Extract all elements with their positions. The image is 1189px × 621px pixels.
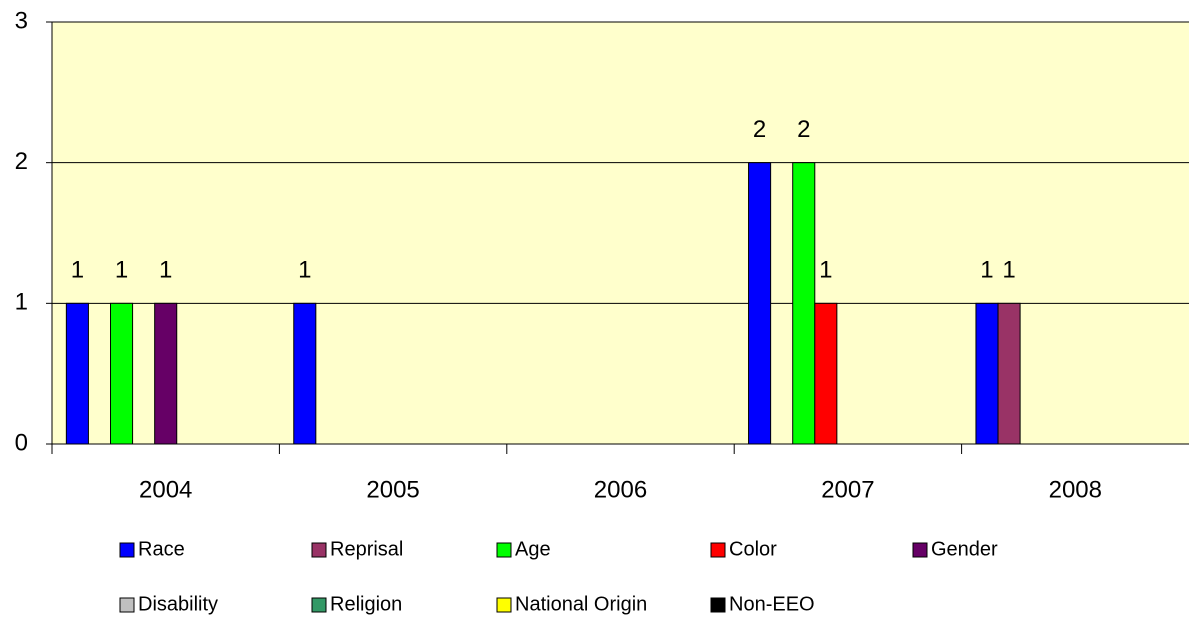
- bar: [65, 302, 89, 445]
- y-tick-label: 1: [15, 289, 28, 316]
- data-label: 1: [298, 257, 311, 284]
- data-label: 1: [980, 257, 993, 284]
- bar: [975, 302, 999, 445]
- legend-swatch: [119, 597, 135, 613]
- legend-label: Disability: [138, 593, 218, 615]
- bar: [110, 302, 134, 445]
- legend-swatch: [311, 597, 327, 613]
- legend-label: Gender: [931, 538, 998, 560]
- data-label: 1: [159, 257, 172, 284]
- legend-label: National Origin: [515, 593, 647, 615]
- legend-swatch: [119, 542, 135, 558]
- y-tick-label: 2: [15, 148, 28, 175]
- data-label: 1: [71, 257, 84, 284]
- y-tick-label: 0: [15, 429, 28, 456]
- data-label: 1: [1002, 257, 1015, 284]
- bar: [293, 302, 317, 445]
- legend-label: Religion: [330, 593, 402, 615]
- legend-label: Race: [138, 538, 185, 560]
- x-tick-label: 2007: [821, 476, 874, 503]
- bar: [748, 162, 772, 445]
- data-label: 1: [115, 257, 128, 284]
- bar: [792, 162, 816, 445]
- legend-label: Age: [515, 538, 551, 560]
- legend-label: Reprisal: [330, 538, 403, 560]
- legend-swatch: [710, 542, 726, 558]
- legend-swatch: [710, 597, 726, 613]
- legend-swatch: [311, 542, 327, 558]
- legend-label: Color: [729, 538, 777, 560]
- x-tick-label: 2008: [1049, 476, 1102, 503]
- legend-swatch: [912, 542, 928, 558]
- bar: [154, 302, 178, 445]
- bar: [997, 302, 1021, 445]
- x-tick-label: 2005: [366, 476, 419, 503]
- legend-swatch: [496, 597, 512, 613]
- x-tick-label: 2006: [594, 476, 647, 503]
- bar: [814, 302, 838, 445]
- legend-swatch: [496, 542, 512, 558]
- data-label: 2: [797, 116, 810, 143]
- data-label: 2: [753, 116, 766, 143]
- y-tick-label: 3: [15, 7, 28, 34]
- legend-label: Non-EEO: [729, 593, 815, 615]
- data-label: 1: [819, 257, 832, 284]
- x-tick-label: 2004: [139, 476, 192, 503]
